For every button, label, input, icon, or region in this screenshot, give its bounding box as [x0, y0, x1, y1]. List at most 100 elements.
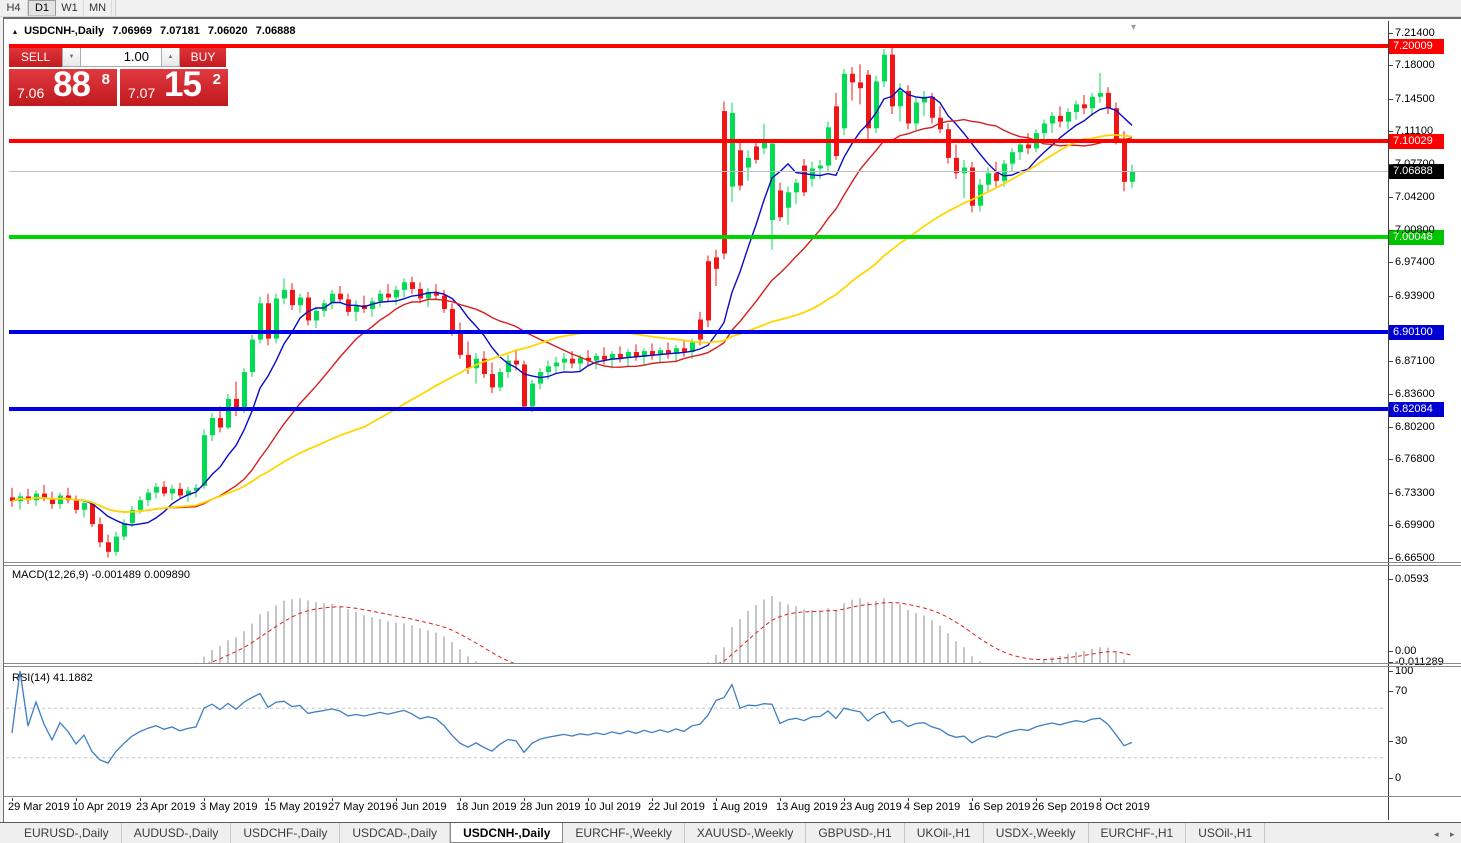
symbol-tab-xauusd-weekly[interactable]: XAUUSD-,Weekly — [685, 823, 807, 843]
rsi-tick-mark — [1388, 740, 1393, 742]
bid-price-big-digits: 88 — [53, 65, 91, 104]
timeframe-button-mn[interactable]: MN — [84, 0, 112, 16]
date-tick-mark — [1036, 798, 1037, 801]
candle-bodies-layer — [10, 54, 1135, 552]
ask-price-pip-digit: 2 — [212, 71, 221, 88]
date-tick-label: 29 Mar 2019 — [8, 801, 70, 813]
date-tick-label: 1 Aug 2019 — [712, 801, 768, 813]
symbol-tab-usdx-weekly[interactable]: USDX-,Weekly — [984, 823, 1089, 843]
date-tick-label: 27 May 2019 — [328, 801, 392, 813]
date-tick-label: 18 Jun 2019 — [456, 801, 517, 813]
date-tick-mark — [716, 798, 717, 801]
symbol-tab-eurusd-daily[interactable]: EURUSD-,Daily — [12, 823, 122, 843]
level-line-resistance[interactable] — [9, 139, 1388, 143]
rsi-tick-mark — [1388, 671, 1393, 672]
date-tick-mark — [204, 798, 205, 801]
date-tick-label: 13 Aug 2019 — [776, 801, 838, 813]
price-chart-canvas[interactable] — [6, 33, 1385, 576]
rsi-tick-mark — [1388, 778, 1393, 779]
quote-close: 7.06888 — [255, 25, 296, 37]
price-tick-label: 7.14500 — [1395, 93, 1435, 105]
price-tick-label: 6.76800 — [1395, 453, 1435, 465]
sell-button[interactable]: SELL — [9, 46, 62, 67]
symbol-tab-eurchf-weekly[interactable]: EURCHF-,Weekly — [563, 823, 685, 843]
rsi-tick-mark — [1388, 691, 1393, 693]
date-tick-mark — [268, 798, 269, 801]
symbol-tab-usoil-h1[interactable]: USOil-,H1 — [1186, 823, 1266, 843]
ask-price-box[interactable]: 7.07 15 2 — [120, 65, 228, 106]
price-tick-mark — [1388, 427, 1393, 428]
rsi-tick-label: 0 — [1395, 772, 1402, 784]
price-tick-mark — [1388, 394, 1393, 395]
ask-price-big-digits: 15 — [164, 65, 202, 104]
level-line-current-price[interactable] — [9, 171, 1388, 172]
level-line-support[interactable] — [9, 330, 1388, 334]
date-tick-mark — [332, 798, 333, 801]
symbol-tab-usdchf-daily[interactable]: USDCHF-,Daily — [231, 823, 341, 843]
price-tick-label: 6.97400 — [1395, 256, 1435, 268]
pane-splitter-line[interactable] — [4, 565, 1461, 566]
price-tick-label: 6.80200 — [1395, 421, 1435, 433]
macd-tick-mark — [1388, 662, 1393, 663]
level-line-resistance[interactable] — [9, 44, 1388, 48]
date-tick-label: 15 May 2019 — [264, 801, 328, 813]
buy-button[interactable]: BUY — [180, 46, 226, 67]
price-tick-mark — [1388, 131, 1393, 132]
macd-chart-canvas[interactable] — [6, 565, 1385, 664]
ask-price-prefix: 7.07 — [128, 85, 156, 101]
date-tick-mark — [972, 798, 973, 801]
rsi-tick-label: 70 — [1395, 685, 1408, 698]
symbol-tab-usdcad-daily[interactable]: USDCAD-,Daily — [340, 823, 451, 843]
timeframe-button-d1[interactable]: D1 — [28, 0, 56, 16]
bid-price-pip-digit: 8 — [101, 71, 110, 88]
symbol-tab-bar: EURUSD-,Daily AUDUSD-,Daily USDCHF-,Daily U… — [0, 822, 1461, 843]
bid-price-box[interactable]: 7.06 88 8 — [9, 65, 117, 106]
timeframe-button-w1[interactable]: W1 — [56, 0, 84, 16]
price-tick-mark — [1388, 558, 1393, 559]
date-tick-label: 3 May 2019 — [200, 801, 258, 813]
collapse-triangle-icon[interactable]: ▴ — [13, 27, 18, 36]
price-tick-mark — [1388, 33, 1393, 34]
pane-splitter-line[interactable] — [4, 562, 1461, 563]
price-tick-label: 6.87100 — [1395, 355, 1435, 367]
chart-title: ▴ USDCNH-,Daily 7.06969 7.07181 7.06020 … — [13, 25, 295, 37]
symbol-tab-gbpusd-h1[interactable]: GBPUSD-,H1 — [806, 823, 905, 843]
bid-price-prefix: 7.06 — [17, 85, 45, 101]
price-tick-label: 7.07700 — [1395, 158, 1435, 170]
axis-border-line — [1388, 21, 1389, 820]
timeframe-toolbar: H4 D1 W1 MN — [0, 0, 1461, 17]
price-badge-support: 6.90100 — [1389, 325, 1444, 340]
price-tick-label: 7.11100 — [1395, 125, 1434, 137]
symbol-tab-audusd-daily[interactable]: AUDUSD-,Daily — [122, 823, 232, 843]
macd-signal-line — [205, 602, 1133, 664]
toolbar-separator — [112, 0, 116, 16]
symbol-tab-usdcnh-daily[interactable]: USDCNH-,Daily — [450, 823, 564, 843]
timeframe-button-h4[interactable]: H4 — [0, 0, 28, 16]
price-badge-resistance: 7.20009 — [1389, 39, 1444, 54]
candle-wicks-layer — [11, 47, 1133, 558]
tab-scroll-right-icon[interactable]: ▸ — [1450, 829, 1455, 839]
price-tick-mark — [1388, 99, 1393, 100]
date-tick-label: 26 Sep 2019 — [1032, 801, 1095, 813]
macd-indicator-label: MACD(12,26,9) -0.001489 0.009890 — [12, 569, 190, 581]
symbol-tab-ukoil-h1[interactable]: UKOil-,H1 — [905, 823, 984, 843]
level-line-support[interactable] — [9, 407, 1388, 411]
rsi-line — [11, 670, 1133, 764]
rsi-chart-canvas[interactable] — [6, 666, 1385, 796]
price-tick-label: 6.93900 — [1395, 290, 1435, 302]
date-tick-mark — [844, 798, 845, 801]
price-tick-label: 6.66500 — [1395, 552, 1435, 564]
pane-splitter-line[interactable] — [4, 663, 1461, 664]
date-tick-label: 16 Sep 2019 — [968, 801, 1031, 813]
tab-scroll-left-icon[interactable]: ◂ — [1434, 829, 1439, 839]
price-tick-mark — [1388, 459, 1393, 460]
quote-high: 7.07181 — [160, 25, 200, 37]
symbol-tab-eurchf-h1[interactable]: EURCHF-,H1 — [1089, 823, 1187, 843]
chart-scroll-to-end-icon[interactable]: ▾ — [1131, 22, 1137, 33]
pane-splitter-line[interactable] — [4, 796, 1461, 797]
date-tick-label: 10 Apr 2019 — [72, 801, 132, 813]
level-line-support[interactable] — [9, 235, 1388, 239]
date-tick-label: 23 Aug 2019 — [840, 801, 902, 813]
date-tick-mark — [12, 798, 13, 801]
pane-splitter-line[interactable] — [4, 666, 1461, 667]
